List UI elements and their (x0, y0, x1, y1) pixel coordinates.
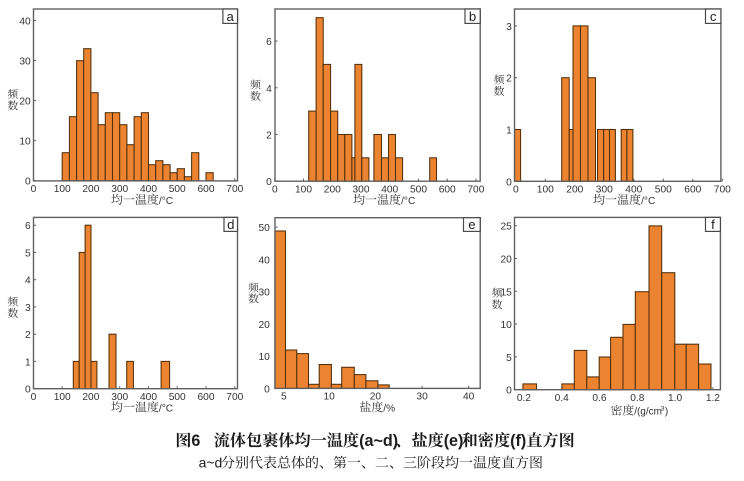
svg-text:700: 700 (467, 184, 484, 195)
svg-text:3: 3 (661, 405, 665, 412)
svg-text:e: e (468, 217, 475, 232)
svg-text:300: 300 (596, 185, 613, 196)
svg-text:200: 200 (82, 184, 99, 195)
svg-text:0: 0 (506, 177, 512, 188)
svg-text:300: 300 (353, 184, 370, 195)
svg-text:600: 600 (198, 392, 215, 403)
svg-text:0: 0 (31, 184, 37, 195)
svg-text:600: 600 (684, 185, 701, 196)
svg-text:500: 500 (410, 184, 427, 195)
svg-text:(f): (f) (510, 432, 526, 450)
svg-text:2: 2 (506, 74, 512, 85)
svg-text:100: 100 (54, 184, 71, 195)
svg-text:40: 40 (19, 17, 31, 28)
svg-text:100: 100 (295, 184, 312, 195)
svg-text:10: 10 (19, 137, 31, 148)
svg-text:(a~d): (a~d) (359, 432, 398, 450)
svg-text:400: 400 (381, 184, 398, 195)
svg-text:400: 400 (140, 184, 157, 195)
svg-text:0: 0 (266, 177, 272, 188)
svg-text:/(g/cm: /(g/cm (634, 407, 662, 418)
svg-text:5: 5 (25, 248, 31, 259)
svg-text:6: 6 (191, 432, 200, 450)
svg-text:f: f (711, 217, 715, 232)
svg-text:500: 500 (655, 185, 672, 196)
svg-text:40: 40 (258, 255, 270, 266)
svg-text:20: 20 (19, 97, 31, 108)
svg-text:0: 0 (25, 385, 31, 396)
svg-text:700: 700 (714, 185, 731, 196)
svg-text:10: 10 (500, 320, 512, 331)
svg-text:20: 20 (258, 320, 270, 331)
svg-text:0: 0 (513, 185, 519, 196)
svg-text:10: 10 (324, 392, 336, 403)
svg-text:0.2: 0.2 (517, 393, 531, 404)
svg-text:/°C: /°C (159, 196, 173, 207)
svg-text:1: 1 (25, 357, 31, 368)
svg-text:700: 700 (226, 392, 243, 403)
svg-text:400: 400 (625, 185, 642, 196)
svg-text:c: c (710, 9, 717, 24)
svg-text:40: 40 (463, 392, 475, 403)
svg-text:15: 15 (500, 287, 512, 298)
svg-text:4: 4 (266, 84, 272, 95)
svg-text:0.6: 0.6 (592, 393, 606, 404)
svg-text:1.2: 1.2 (706, 393, 720, 404)
svg-text:/°C: /°C (401, 196, 415, 207)
svg-text:0: 0 (31, 392, 37, 403)
svg-text:200: 200 (324, 184, 341, 195)
svg-text:30: 30 (416, 392, 428, 403)
svg-text:0.8: 0.8 (630, 393, 644, 404)
svg-text:2: 2 (25, 330, 31, 341)
svg-text:600: 600 (439, 184, 456, 195)
svg-text:300: 300 (111, 392, 128, 403)
svg-text:10: 10 (258, 352, 270, 363)
svg-text:a: a (227, 9, 235, 24)
svg-text:5: 5 (281, 392, 287, 403)
svg-text:20: 20 (370, 392, 382, 403)
svg-text:3: 3 (25, 303, 31, 314)
svg-text:b: b (469, 9, 476, 24)
svg-text:): ) (665, 407, 668, 418)
svg-text:0.4: 0.4 (555, 393, 569, 404)
svg-text:(e): (e) (444, 432, 464, 450)
svg-text:2: 2 (266, 131, 272, 142)
svg-text:0: 0 (506, 386, 512, 397)
svg-text:300: 300 (111, 184, 128, 195)
svg-text:4: 4 (25, 276, 31, 287)
svg-text:30: 30 (19, 57, 31, 68)
svg-text:100: 100 (54, 392, 71, 403)
svg-text:500: 500 (169, 184, 186, 195)
svg-text:30: 30 (258, 288, 270, 299)
svg-text:1: 1 (506, 126, 512, 137)
svg-text:600: 600 (198, 184, 215, 195)
svg-text:200: 200 (82, 392, 99, 403)
svg-text:500: 500 (169, 392, 186, 403)
svg-text:a~d: a~d (199, 455, 223, 471)
svg-text:/°C: /°C (159, 403, 173, 414)
svg-text:20: 20 (500, 255, 512, 266)
svg-text:1.0: 1.0 (668, 393, 682, 404)
svg-text:400: 400 (140, 392, 157, 403)
svg-text:d: d (227, 217, 234, 232)
svg-text:50: 50 (258, 223, 270, 234)
svg-text:200: 200 (566, 185, 583, 196)
svg-text:700: 700 (226, 184, 243, 195)
svg-text:/%: /% (383, 403, 395, 414)
svg-text:0: 0 (272, 184, 278, 195)
svg-text:3: 3 (506, 22, 512, 33)
svg-text:6: 6 (266, 37, 272, 48)
svg-text:100: 100 (537, 185, 554, 196)
svg-text:0: 0 (25, 177, 31, 188)
svg-text:5: 5 (506, 353, 512, 364)
svg-text:0: 0 (264, 384, 270, 395)
svg-text:25: 25 (500, 222, 512, 233)
svg-text:/°C: /°C (641, 196, 655, 207)
svg-text:6: 6 (25, 221, 31, 232)
